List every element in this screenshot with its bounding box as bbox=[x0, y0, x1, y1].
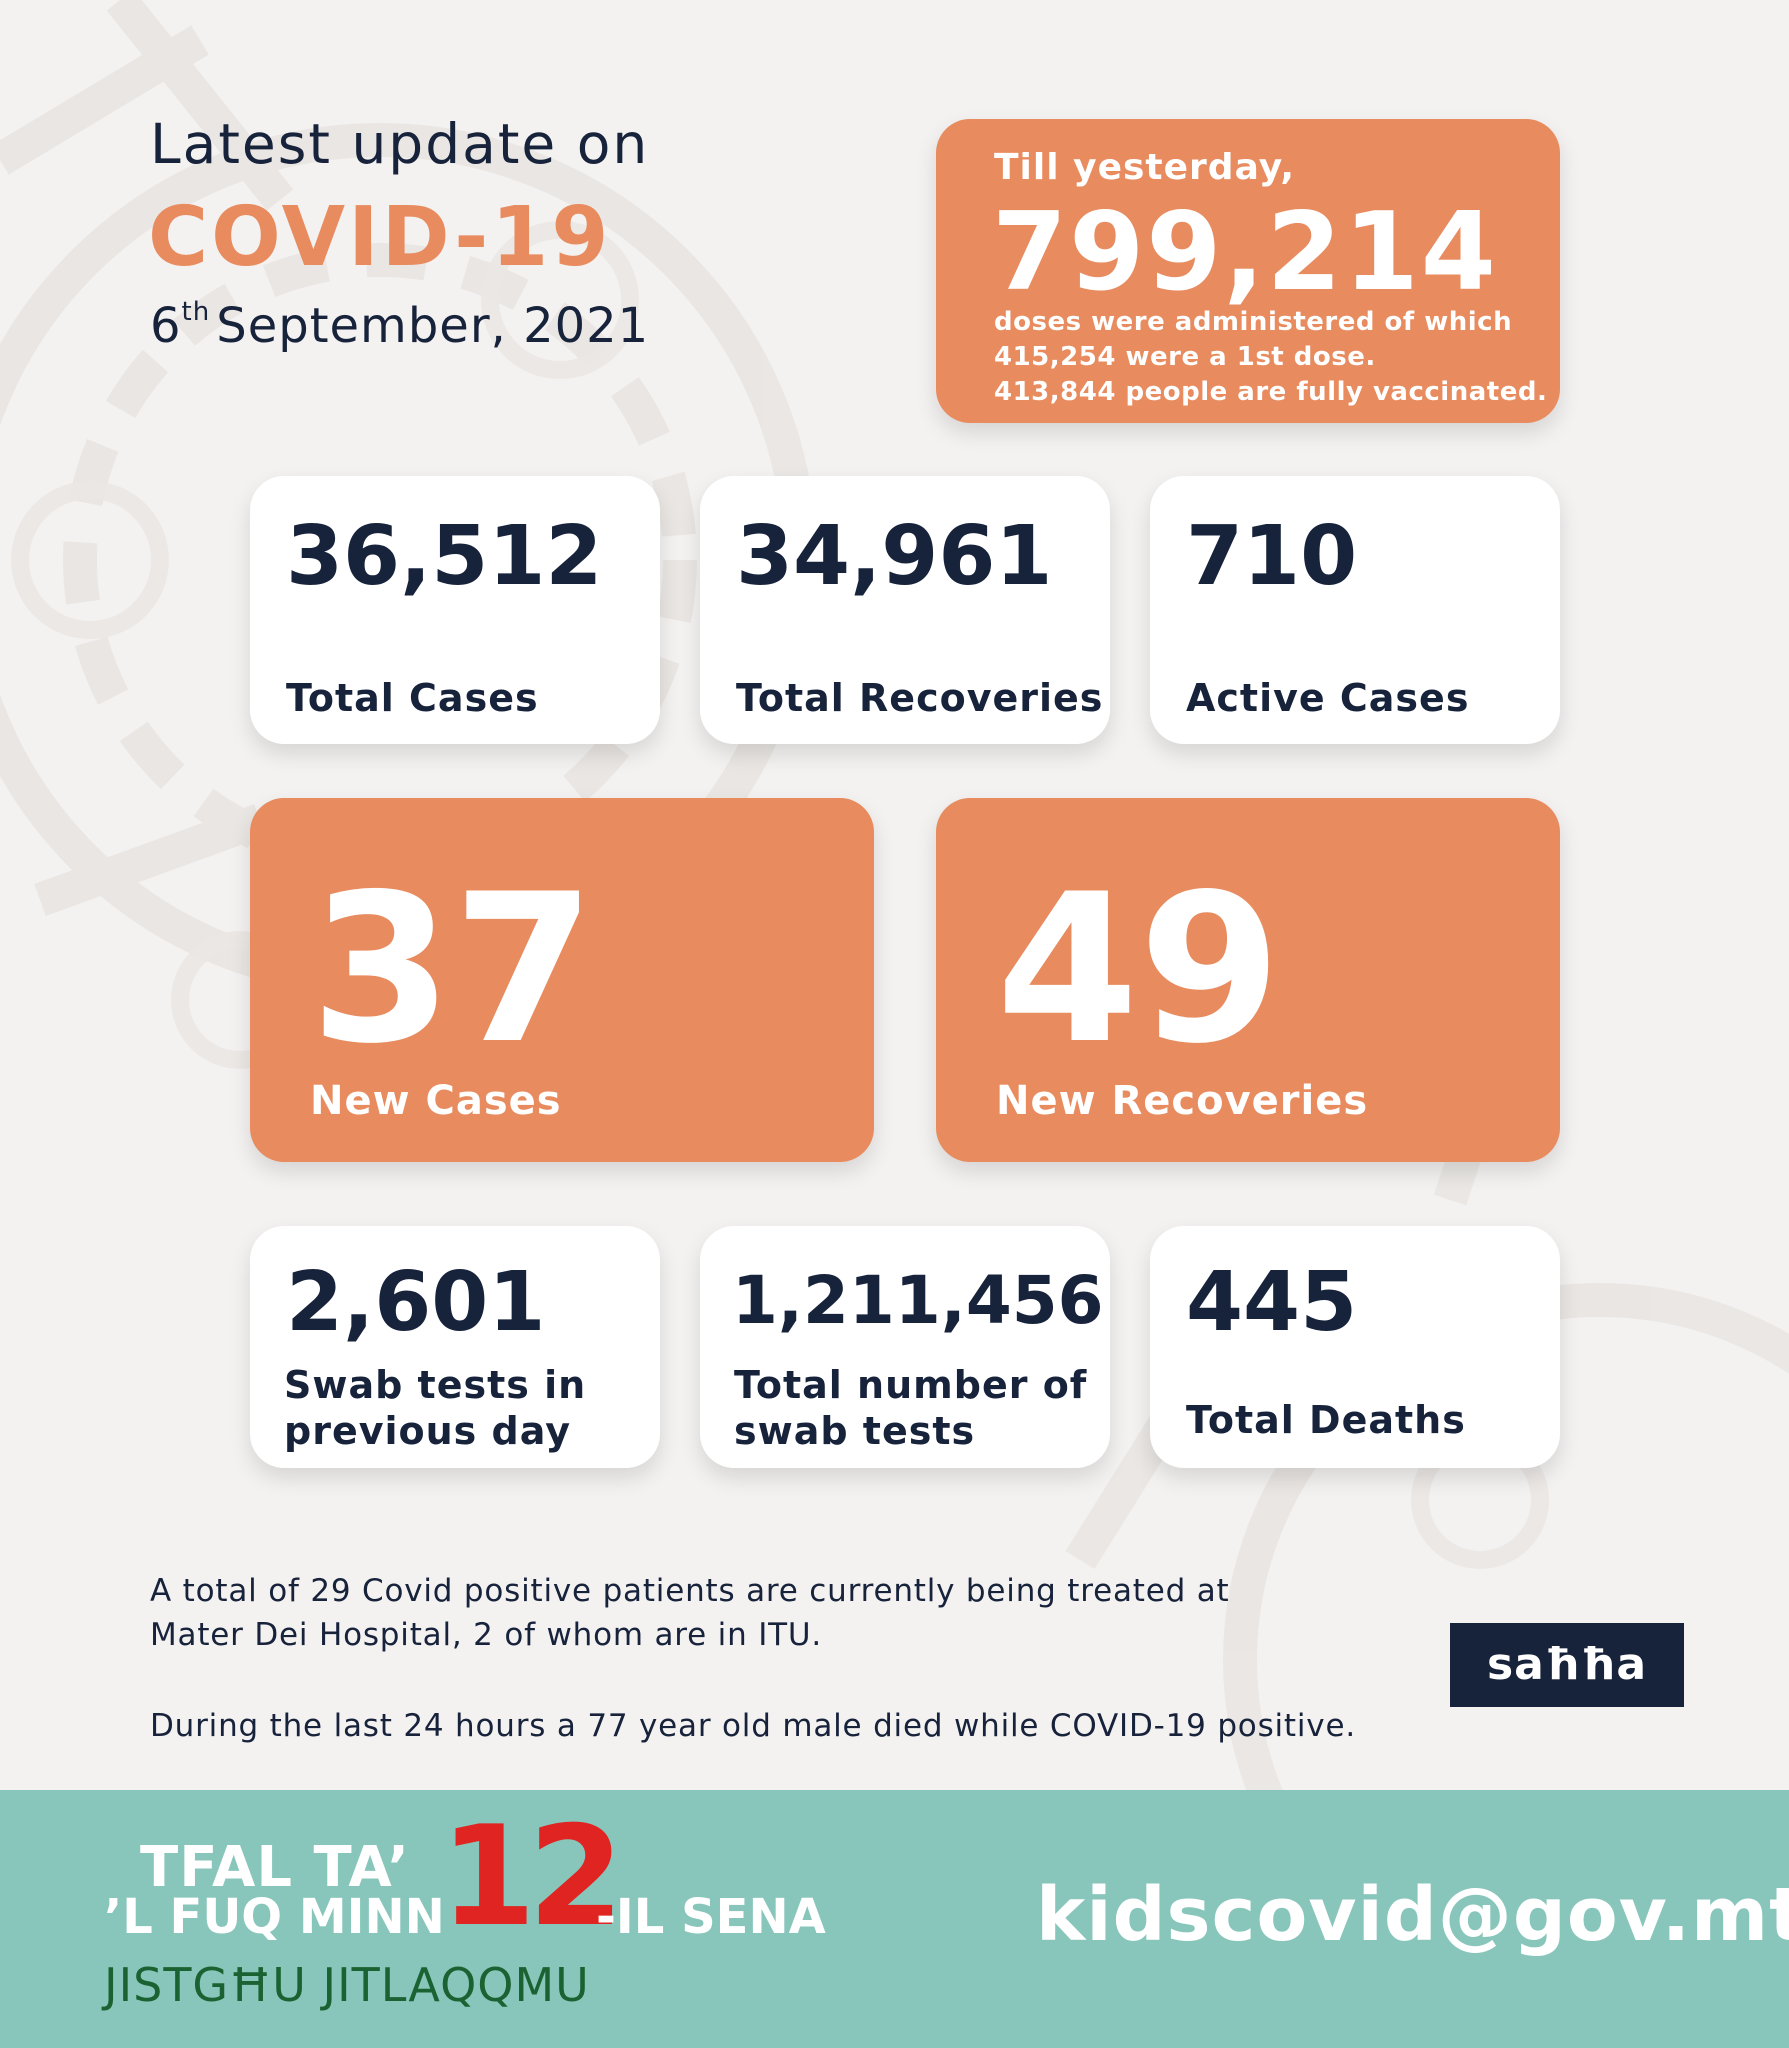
stat-card-total-deaths: 445 Total Deaths bbox=[1150, 1226, 1560, 1468]
swab-previous-day-value: 2,601 bbox=[286, 1255, 546, 1350]
total-recoveries-value: 34,961 bbox=[736, 509, 1053, 604]
footer-campaign-line1: TFAL TA’ bbox=[140, 1835, 410, 1900]
active-cases-value: 710 bbox=[1186, 509, 1358, 604]
active-cases-label: Active Cases bbox=[1186, 676, 1470, 720]
header-covid-title: COVID-19 bbox=[148, 190, 612, 285]
footer-campaign-number: 12 bbox=[440, 1796, 624, 1957]
vaccination-text-a: doses were administered of which bbox=[994, 307, 1513, 337]
total-recoveries-label: Total Recoveries bbox=[736, 676, 1104, 720]
stat-card-total-swab-tests: 1,211,456 Total number of swab tests bbox=[700, 1226, 1110, 1468]
vaccination-doses-total: 799,214 bbox=[992, 190, 1498, 315]
footer-campaign-line3: JISTGĦU JITLAQQMU bbox=[104, 1958, 590, 2012]
vaccination-text-c: people are fully vaccinated. bbox=[1115, 377, 1548, 407]
vaccination-card: Till yesterday, 799,214 doses were admin… bbox=[936, 119, 1560, 423]
date-day: 6 bbox=[150, 298, 182, 354]
total-cases-value: 36,512 bbox=[286, 509, 603, 604]
stat-card-active-cases: 710 Active Cases bbox=[1150, 476, 1560, 744]
vaccination-details: doses were administered of which 415,254… bbox=[994, 305, 1554, 410]
total-deaths-value: 445 bbox=[1186, 1255, 1358, 1350]
total-deaths-label: Total Deaths bbox=[1186, 1398, 1466, 1442]
total-swab-tests-value: 1,211,456 bbox=[732, 1262, 1104, 1339]
update-date: 6th September, 2021 bbox=[150, 297, 649, 354]
new-recoveries-value: 49 bbox=[996, 851, 1282, 1089]
stat-card-total-cases: 36,512 Total Cases bbox=[250, 476, 660, 744]
highlight-card-new-recoveries: 49 New Recoveries bbox=[936, 798, 1560, 1162]
total-cases-label: Total Cases bbox=[286, 676, 539, 720]
swab-previous-day-label: Swab tests in previous day bbox=[284, 1363, 587, 1453]
sahha-logo: saħħa bbox=[1450, 1623, 1684, 1707]
footer-campaign-line2a: ’L FUQ MINN bbox=[104, 1889, 445, 1945]
stat-card-swab-previous-day: 2,601 Swab tests in previous day bbox=[250, 1226, 660, 1468]
highlight-card-new-cases: 37 New Cases bbox=[250, 798, 874, 1162]
hospital-note: A total of 29 Covid positive patients ar… bbox=[150, 1573, 1230, 1653]
footer-banner: TFAL TA’ ’L FUQ MINN 12 -IL SENA JISTGĦU… bbox=[0, 1790, 1789, 2048]
date-month-year: September, 2021 bbox=[216, 298, 650, 354]
first-doses-value: 415,254 bbox=[994, 342, 1116, 372]
vaccination-text-b: were a 1st dose. bbox=[1115, 342, 1376, 372]
stat-card-total-recoveries: 34,961 Total Recoveries bbox=[700, 476, 1110, 744]
new-cases-value: 37 bbox=[310, 851, 596, 1089]
date-suffix: th bbox=[181, 297, 211, 327]
footer-campaign-line2b: -IL SENA bbox=[596, 1889, 826, 1945]
new-recoveries-label: New Recoveries bbox=[996, 1078, 1369, 1124]
vaccination-intro: Till yesterday, bbox=[994, 147, 1296, 188]
fully-vaccinated-value: 413,844 bbox=[994, 377, 1116, 407]
total-swab-tests-label: Total number of swab tests bbox=[734, 1363, 1088, 1453]
header-title: Latest update on bbox=[150, 112, 650, 176]
new-cases-label: New Cases bbox=[310, 1078, 562, 1124]
footer-contact-email: kidscovid@gov.mt bbox=[1036, 1872, 1789, 1958]
death-note: During the last 24 hours a 77 year old m… bbox=[150, 1708, 1356, 1744]
